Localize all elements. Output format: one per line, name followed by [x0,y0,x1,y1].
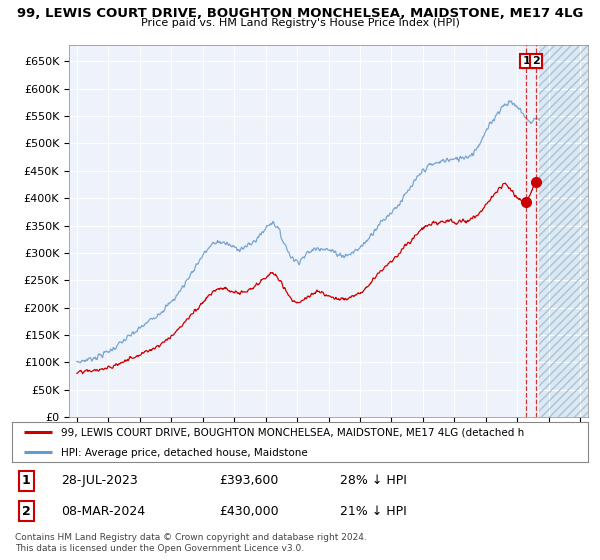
Text: 99, LEWIS COURT DRIVE, BOUGHTON MONCHELSEA, MAIDSTONE, ME17 4LG: 99, LEWIS COURT DRIVE, BOUGHTON MONCHELS… [17,7,583,20]
Text: 1: 1 [22,474,31,487]
Text: 08-MAR-2024: 08-MAR-2024 [61,505,145,517]
Text: £393,600: £393,600 [220,474,279,487]
Text: 2: 2 [532,56,539,66]
Text: Price paid vs. HM Land Registry's House Price Index (HPI): Price paid vs. HM Land Registry's House … [140,18,460,28]
Text: £430,000: £430,000 [220,505,279,517]
Text: 28-JUL-2023: 28-JUL-2023 [61,474,138,487]
Text: 1: 1 [523,56,530,66]
Text: Contains HM Land Registry data © Crown copyright and database right 2024.
This d: Contains HM Land Registry data © Crown c… [15,533,367,553]
Text: 28% ↓ HPI: 28% ↓ HPI [340,474,407,487]
Text: 2: 2 [22,505,31,517]
Bar [539,45,588,417]
Text: 21% ↓ HPI: 21% ↓ HPI [340,505,407,517]
Text: 99, LEWIS COURT DRIVE, BOUGHTON MONCHELSEA, MAIDSTONE, ME17 4LG (detached h: 99, LEWIS COURT DRIVE, BOUGHTON MONCHELS… [61,428,524,438]
Text: HPI: Average price, detached house, Maidstone: HPI: Average price, detached house, Maid… [61,448,308,458]
Bar [539,45,588,417]
